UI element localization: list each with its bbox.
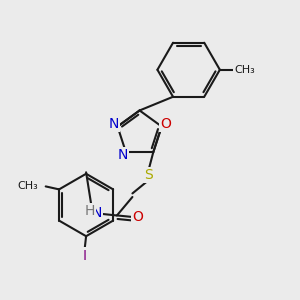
Text: O: O [132,210,143,224]
Text: N: N [92,206,102,220]
Text: I: I [82,248,87,262]
Text: H: H [84,204,95,218]
Text: O: O [160,117,171,131]
Text: S: S [144,168,153,182]
Text: CH₃: CH₃ [17,182,38,191]
Text: N: N [117,148,128,162]
Text: N: N [109,116,119,130]
Text: CH₃: CH₃ [234,65,255,75]
